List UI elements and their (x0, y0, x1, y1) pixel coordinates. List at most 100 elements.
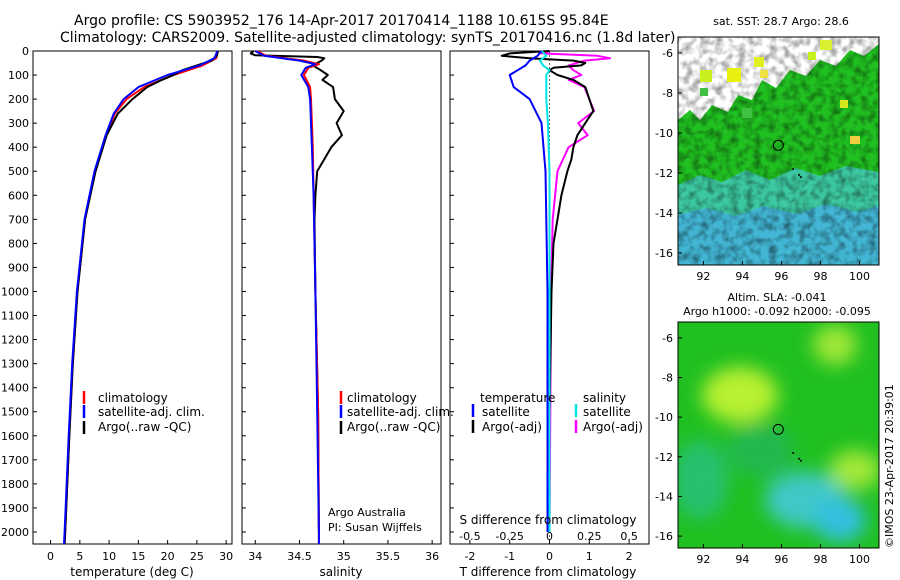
x-tick-label: 0 (47, 550, 54, 563)
sst-map-frame (677, 36, 880, 266)
s-tick-label: 0.25 (577, 530, 602, 543)
x-tick-label: 10 (102, 550, 116, 563)
t-argo-line (500, 50, 595, 533)
y-tick-label: 1100 (1, 310, 29, 323)
y-tick-label: 100 (8, 69, 29, 82)
track-dot (799, 459, 802, 462)
sst-map-ticks: 92 94 96 98 100 -6 -8 -10 -12 -14 -16 (655, 47, 870, 283)
y-tick-label: 1500 (1, 406, 29, 419)
argo-line (63, 50, 219, 545)
s-difference-xlabel: S difference from climatology (460, 513, 637, 527)
difference-panel: -2 -1 0 1 2 -0.5 -0.25 0 0.25 0.5 S difference f… (449, 50, 650, 579)
map-x-tick-label: 100 (849, 270, 870, 283)
salinity-x-ticks: 34 34.5 35 35.5 36 (248, 540, 439, 563)
temperature-panel: 0 5 10 15 20 25 30 0 100 200 300 400 500 600 700 800 90… (1, 45, 454, 579)
y-tick-label: 1300 (1, 358, 29, 371)
x-tick-label: 35 (337, 550, 351, 563)
x-tick-label: 34.5 (287, 550, 312, 563)
argo-line (249, 50, 345, 533)
x-tick-label: 5 (76, 550, 83, 563)
imos-credit: ©IMOS 23-Apr-2017 20:39:01 (883, 384, 896, 548)
map-y-tick-label: -14 (655, 490, 673, 503)
argo-position-marker (772, 139, 784, 151)
y-tick-label: 500 (8, 165, 29, 178)
s-tick-label: -0.25 (495, 530, 523, 543)
sla-map-panel: Altim. SLA: -0.041 Argo h1000: -0.092 h2… (655, 291, 880, 566)
s-tick-label: -0.5 (459, 530, 480, 543)
y-tick-label: 400 (8, 141, 29, 154)
legend-title-temperature: temperature (480, 391, 555, 405)
salinity-legend: climatology satellite-adj. clim. Argo(..… (339, 391, 454, 434)
sla-map-title-1: Altim. SLA: -0.041 (727, 291, 826, 304)
sst-map-title: sat. SST: 28.7 Argo: 28.6 (713, 15, 849, 28)
sst-map-image (678, 37, 879, 265)
legend-label-climatology: climatology (98, 391, 168, 405)
satellite-line (254, 50, 320, 544)
temperature-x-ticks: 0 5 10 15 20 25 30 (47, 540, 233, 563)
y-tick-label: 1200 (1, 334, 29, 347)
map-x-tick-label: 92 (696, 553, 710, 566)
pi-label: PI: Susan Wijffels (328, 521, 422, 534)
t-difference-xlabel: T difference from climatology (459, 565, 637, 579)
argo-position-marker (772, 423, 784, 435)
sla-map-title-2: Argo h1000: -0.092 h2000: -0.095 (683, 305, 871, 318)
legend-label-argo: Argo(..raw -QC) (98, 420, 191, 434)
map-y-tick-label: -8 (662, 87, 673, 100)
y-tick-label: 600 (8, 189, 29, 202)
legend-label-s-satellite: satellite (583, 405, 631, 419)
track-dot (797, 457, 800, 460)
sst-map-panel: sat. SST: 28.7 Argo: 28.6 92 94 96 98 100 -6 -… (655, 15, 880, 283)
y-tick-label: 1600 (1, 430, 29, 443)
legend-label-satellite: satellite-adj. clim. (347, 405, 454, 419)
track-dot (797, 174, 800, 176)
temperature-xlabel: temperature (deg C) (70, 565, 193, 579)
track-dot (799, 176, 802, 178)
salinity-lines (249, 50, 345, 544)
x-tick-label: 15 (131, 550, 145, 563)
salinity-panel: 34 34.5 35 35.5 36 salinity climatology sate… (241, 50, 454, 579)
s-satellite-line (538, 50, 551, 532)
x-tick-label: -1 (504, 550, 515, 563)
y-tick-label: 300 (8, 117, 29, 130)
y-tick-label: 900 (8, 261, 29, 274)
map-y-tick-label: -16 (655, 247, 673, 260)
x-tick-label: 36 (425, 550, 439, 563)
map-x-tick-label: 98 (813, 270, 827, 283)
map-y-tick-label: -14 (655, 207, 673, 220)
sla-map-frame (677, 321, 880, 549)
y-tick-label: 0 (22, 45, 29, 58)
legend-title-salinity: salinity (583, 391, 626, 405)
depth-y-ticks: 0 100 200 300 400 500 600 700 800 900 1000 1100 1200… (1, 45, 454, 539)
map-x-tick-label: 94 (735, 270, 749, 283)
y-tick-label: 800 (8, 237, 29, 250)
map-y-tick-label: -16 (655, 530, 673, 543)
legend-label-climatology: climatology (347, 391, 417, 405)
map-x-tick-label: 96 (774, 270, 788, 283)
temperature-legend: climatology satellite-adj. clim. Argo(..… (82, 391, 205, 434)
argo-australia-label: Argo Australia (328, 506, 406, 519)
temperature-lines (63, 50, 219, 545)
y-tick-label: 2000 (1, 526, 29, 539)
y-tick-label: 1700 (1, 454, 29, 467)
legend-label-t-argo: Argo(-adj) (482, 420, 542, 434)
map-y-tick-label: -12 (655, 451, 673, 464)
x-tick-label: 30 (219, 550, 233, 563)
map-x-tick-label: 98 (813, 553, 827, 566)
map-x-tick-label: 96 (774, 553, 788, 566)
x-tick-label: 0 (546, 550, 553, 563)
legend-label-s-argo: Argo(-adj) (583, 420, 643, 434)
x-tick-label: 1 (586, 550, 593, 563)
s-tick-label: 0.5 (620, 530, 638, 543)
s-difference-x-ticks: -0.5 -0.25 0 0.25 0.5 (459, 530, 638, 543)
x-tick-label: 25 (190, 550, 204, 563)
map-y-tick-label: -10 (655, 411, 673, 424)
legend-label-satellite: satellite-adj. clim. (98, 405, 205, 419)
map-y-tick-label: -6 (662, 332, 673, 345)
y-tick-label: 1400 (1, 382, 29, 395)
track-dot (792, 451, 795, 454)
y-tick-label: 1000 (1, 285, 29, 298)
salinity-xlabel: salinity (319, 565, 362, 579)
map-y-tick-label: -6 (662, 47, 673, 60)
x-tick-label: 34 (248, 550, 262, 563)
